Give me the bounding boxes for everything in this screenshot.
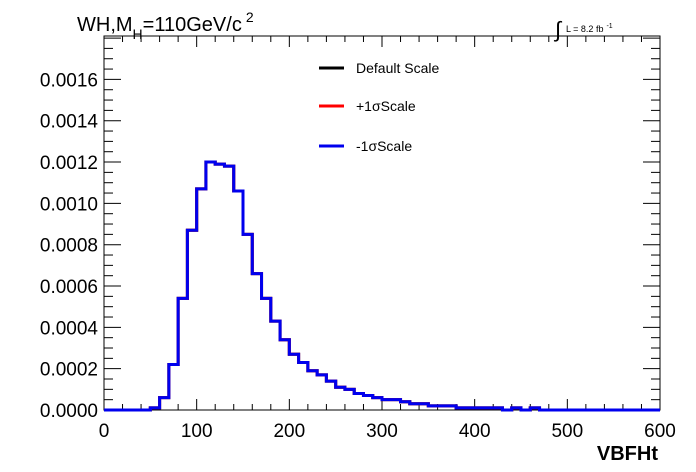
series-layer: [104, 160, 660, 412]
chart-title: WH,MH=110GeV/c 2: [77, 9, 254, 42]
x-tick-label: 100: [181, 421, 213, 442]
axes: 0 100 200 300 400 500 600 0.0000 0.0002 0.0004 0.0…: [40, 35, 676, 442]
title-subscript: H: [133, 26, 143, 42]
legend-label-3: -1σScale: [356, 138, 412, 154]
x-tick-label: 400: [459, 421, 491, 442]
y-tick-label: 0.0010: [40, 194, 98, 215]
x-tick-label: 200: [273, 421, 305, 442]
legend: Default Scale +1σScale -1σScale: [319, 60, 439, 154]
y-tick-label: 0.0016: [40, 70, 98, 91]
title-superscript: 2: [246, 9, 254, 25]
x-tick-label: 500: [551, 421, 583, 442]
title-suffix: =110GeV/c: [143, 14, 242, 36]
y-tick-label: 0.0006: [40, 277, 98, 298]
y-tick-label: 0.0000: [40, 401, 98, 422]
y-tick-label: 0.0002: [40, 360, 98, 381]
y-tick-label: 0.0014: [40, 112, 99, 133]
luminosity-superscript: -1: [606, 23, 612, 30]
series-line-3: [104, 160, 660, 412]
luminosity-label: L = 8.2 fb -1: [566, 23, 613, 34]
x-axis-label: VBFHt: [597, 443, 658, 465]
title-prefix: WH,M: [77, 14, 133, 36]
legend-label-2: +1σScale: [356, 98, 416, 114]
legend-label-1: Default Scale: [356, 60, 439, 76]
x-tick-label: 300: [366, 421, 398, 442]
y-tick-label: 0.0008: [40, 236, 98, 257]
x-tick-label: 600: [644, 421, 676, 442]
integral-sign: ∫: [553, 17, 563, 42]
x-tick-label: 0: [99, 421, 110, 442]
y-tick-label: 0.0004: [40, 318, 99, 339]
y-tick-label: 0.0012: [40, 153, 98, 174]
luminosity-text: L = 8.2 fb: [566, 24, 603, 34]
